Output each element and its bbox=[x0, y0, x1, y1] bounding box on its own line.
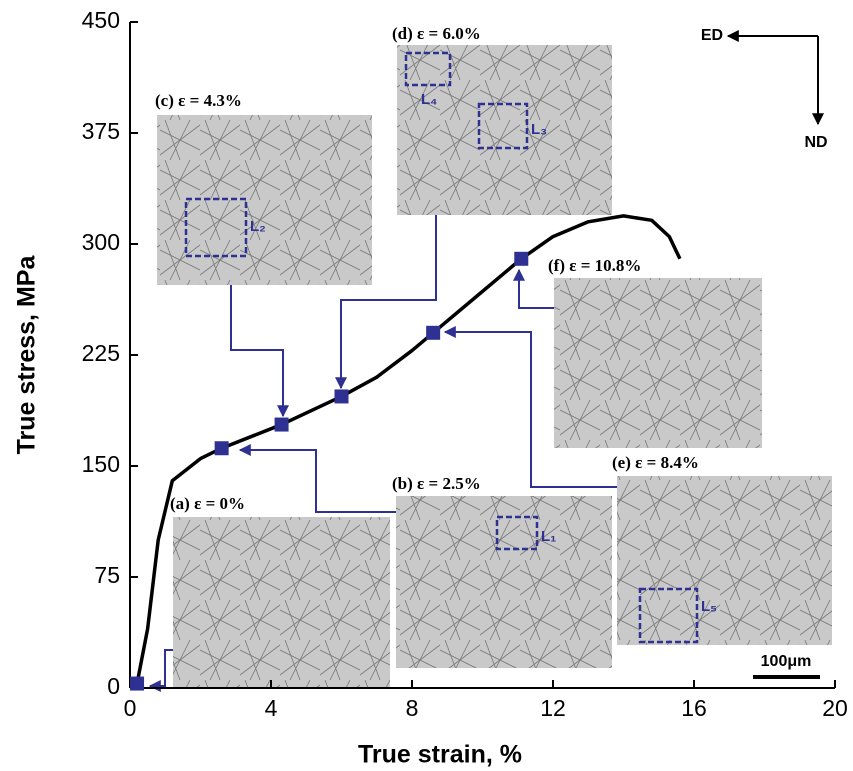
direction-arrows bbox=[726, 30, 824, 126]
point-marker bbox=[214, 441, 229, 456]
x-tick-label: 0 bbox=[124, 695, 137, 721]
stress-curve bbox=[129, 214, 682, 690]
inset-label: (b) ε = 2.5% bbox=[392, 474, 481, 493]
y-tick-label: 0 bbox=[107, 673, 120, 699]
x-axis-title: True strain, % bbox=[358, 741, 522, 769]
y-tick-label: 75 bbox=[94, 562, 120, 588]
x-tick-label: 4 bbox=[265, 695, 278, 721]
micrograph bbox=[554, 278, 762, 448]
y-tick-label: 450 bbox=[82, 7, 120, 33]
inset-label: (d) ε = 6.0% bbox=[392, 24, 481, 43]
micrograph bbox=[396, 496, 612, 668]
inset-label: (e) ε = 8.4% bbox=[612, 453, 699, 472]
point-marker bbox=[274, 417, 289, 432]
region-box bbox=[477, 102, 529, 150]
region-box bbox=[638, 587, 699, 644]
region-label: L₁ bbox=[541, 528, 556, 545]
region-label: L₅ bbox=[701, 598, 717, 615]
inset-label: (c) ε = 4.3% bbox=[155, 91, 242, 110]
direction-label: ND bbox=[804, 134, 827, 151]
region-box bbox=[184, 197, 248, 258]
scale-bar-label: 100μm bbox=[761, 653, 812, 670]
y-tick-label: 225 bbox=[82, 340, 120, 366]
x-tick-label: 20 bbox=[822, 695, 848, 721]
region-box bbox=[404, 51, 452, 87]
x-tick-label: 8 bbox=[406, 695, 419, 721]
point-marker bbox=[514, 251, 529, 266]
x-tick-label: 16 bbox=[681, 695, 707, 721]
leaders bbox=[148, 215, 617, 692]
y-tick-label: 375 bbox=[82, 118, 120, 144]
micrograph bbox=[397, 45, 612, 215]
inset-label: (a) ε = 0% bbox=[170, 494, 245, 513]
point-marker bbox=[130, 676, 145, 691]
y-tick-label: 300 bbox=[82, 229, 120, 255]
direction-label: ED bbox=[701, 27, 723, 44]
x-tick-label: 12 bbox=[540, 695, 566, 721]
point-marker bbox=[334, 389, 349, 404]
micrograph bbox=[173, 517, 390, 688]
region-box bbox=[495, 515, 539, 551]
inset-label: (f) ε = 10.8% bbox=[548, 256, 641, 275]
region-label: L₂ bbox=[250, 218, 266, 235]
y-axis-title: True stress, MPa bbox=[13, 255, 41, 455]
region-label: L₄ bbox=[421, 91, 437, 108]
micrograph bbox=[617, 476, 832, 645]
point-marker bbox=[426, 325, 441, 340]
micrograph bbox=[157, 115, 372, 285]
y-tick-label: 150 bbox=[82, 451, 120, 477]
region-label: L₃ bbox=[531, 121, 547, 138]
